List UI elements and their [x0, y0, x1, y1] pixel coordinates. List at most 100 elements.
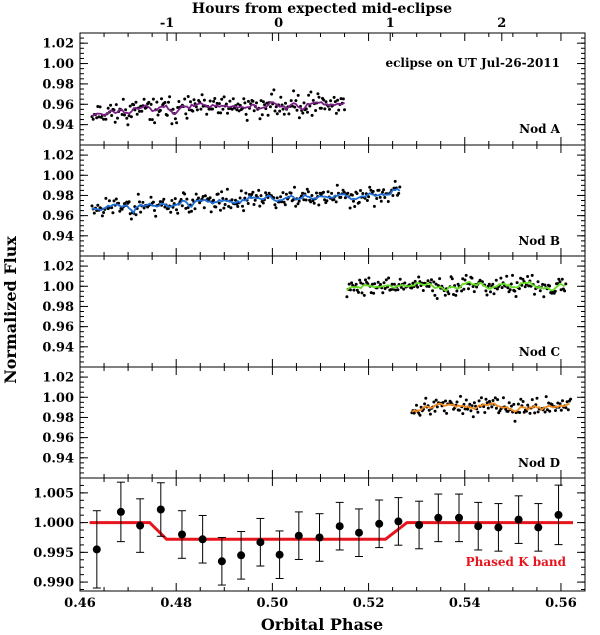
raw-data-point: [153, 209, 156, 212]
raw-data-point: [392, 186, 396, 190]
raw-data-point: [293, 105, 297, 109]
raw-data-point: [391, 287, 395, 291]
raw-data-point: [410, 286, 414, 290]
raw-data-point: [314, 109, 318, 112]
eclipse-note: eclipse on UT Jul-26-2011: [385, 56, 560, 70]
raw-data-point: [169, 210, 173, 214]
raw-data-point: [225, 187, 229, 191]
phased-data-point: [256, 538, 265, 547]
raw-data-point: [334, 111, 338, 115]
raw-data-point: [560, 277, 564, 281]
raw-data-point: [92, 211, 96, 215]
raw-data-point: [252, 203, 256, 206]
raw-data-point: [441, 401, 445, 404]
raw-data-point: [430, 278, 433, 282]
raw-data-point: [165, 113, 169, 117]
raw-data-point: [243, 101, 247, 105]
raw-data-point: [533, 292, 536, 296]
raw-data-point: [167, 100, 170, 104]
phased-data-point: [275, 550, 284, 559]
raw-data-point: [113, 120, 117, 124]
raw-data-point: [273, 203, 277, 207]
raw-data-point: [306, 190, 310, 194]
raw-data-point: [216, 192, 220, 196]
raw-data-point: [376, 280, 380, 284]
y-tick-label: 1.02: [42, 260, 74, 275]
raw-data-point: [455, 400, 459, 404]
text-layer: Hours from expected mid-eclipse Orbital …: [1, 1, 577, 634]
raw-data-point: [96, 203, 100, 207]
raw-data-point: [301, 111, 305, 115]
raw-data-point: [384, 278, 388, 282]
raw-data-point: [558, 280, 562, 284]
phased-data-point: [494, 523, 503, 532]
raw-data-point: [387, 276, 391, 280]
phased-data-point: [375, 519, 384, 528]
raw-data-point: [427, 285, 431, 288]
raw-data-point: [129, 217, 133, 221]
panel-label-nod-a: Nod A: [519, 122, 561, 136]
raw-data-point: [307, 93, 311, 97]
raw-data-point: [367, 276, 371, 280]
raw-data-point: [389, 288, 393, 292]
raw-data-point: [360, 291, 364, 295]
raw-data-point: [499, 276, 503, 280]
raw-data-point: [520, 283, 524, 287]
raw-data-point: [339, 97, 343, 101]
raw-data-point: [363, 196, 367, 200]
top-axis-tick-label: -1: [160, 16, 174, 31]
raw-data-point: [485, 401, 489, 405]
raw-data-point: [464, 273, 468, 277]
raw-data-point: [241, 204, 244, 208]
raw-data-point: [548, 409, 552, 413]
raw-data-point: [275, 112, 279, 116]
raw-data-point: [479, 396, 483, 400]
raw-data-point: [485, 293, 489, 297]
raw-data-point: [558, 402, 562, 406]
raw-data-point: [569, 397, 573, 401]
raw-data-point: [236, 102, 240, 106]
raw-data-point: [118, 209, 122, 213]
raw-data-point: [114, 103, 118, 107]
raw-data-point: [263, 103, 267, 107]
raw-data-point: [150, 118, 154, 122]
raw-data-point: [472, 290, 476, 294]
raw-data-point: [382, 188, 386, 192]
raw-data-point: [202, 206, 206, 210]
raw-data-point: [496, 398, 500, 402]
raw-data-point: [352, 199, 355, 203]
raw-data-point: [333, 100, 337, 104]
phased-data-point: [554, 510, 563, 519]
raw-data-point: [123, 113, 126, 117]
raw-data-point: [361, 192, 365, 195]
raw-data-point: [476, 410, 480, 414]
raw-data-point: [242, 209, 246, 213]
axes-layer: [79, 32, 586, 592]
raw-data-point: [463, 278, 467, 282]
raw-data-point: [184, 112, 188, 116]
raw-data-point: [371, 189, 375, 193]
raw-data-point: [382, 281, 386, 285]
raw-data-point: [490, 405, 494, 409]
raw-data-point: [166, 207, 170, 210]
raw-data-point: [319, 106, 323, 110]
raw-data-point: [245, 118, 249, 122]
raw-data-point: [197, 196, 200, 200]
raw-data-point: [222, 206, 226, 210]
raw-data-point: [95, 116, 99, 120]
y-tick-label: 0.98: [42, 411, 74, 426]
phased-data-point: [237, 551, 246, 560]
raw-data-point: [302, 101, 306, 105]
raw-data-point: [252, 109, 256, 113]
raw-data-point: [553, 289, 557, 293]
raw-data-point: [90, 204, 94, 208]
raw-data-point: [124, 108, 128, 112]
raw-data-point: [255, 101, 258, 105]
raw-data-point: [372, 204, 376, 208]
y-tick-label: 0.98: [42, 189, 74, 204]
raw-data-point: [279, 195, 283, 199]
raw-data-point: [274, 206, 278, 210]
raw-data-point: [381, 190, 384, 194]
raw-data-point: [489, 290, 492, 294]
x-tick-label: 0.54: [449, 596, 481, 611]
